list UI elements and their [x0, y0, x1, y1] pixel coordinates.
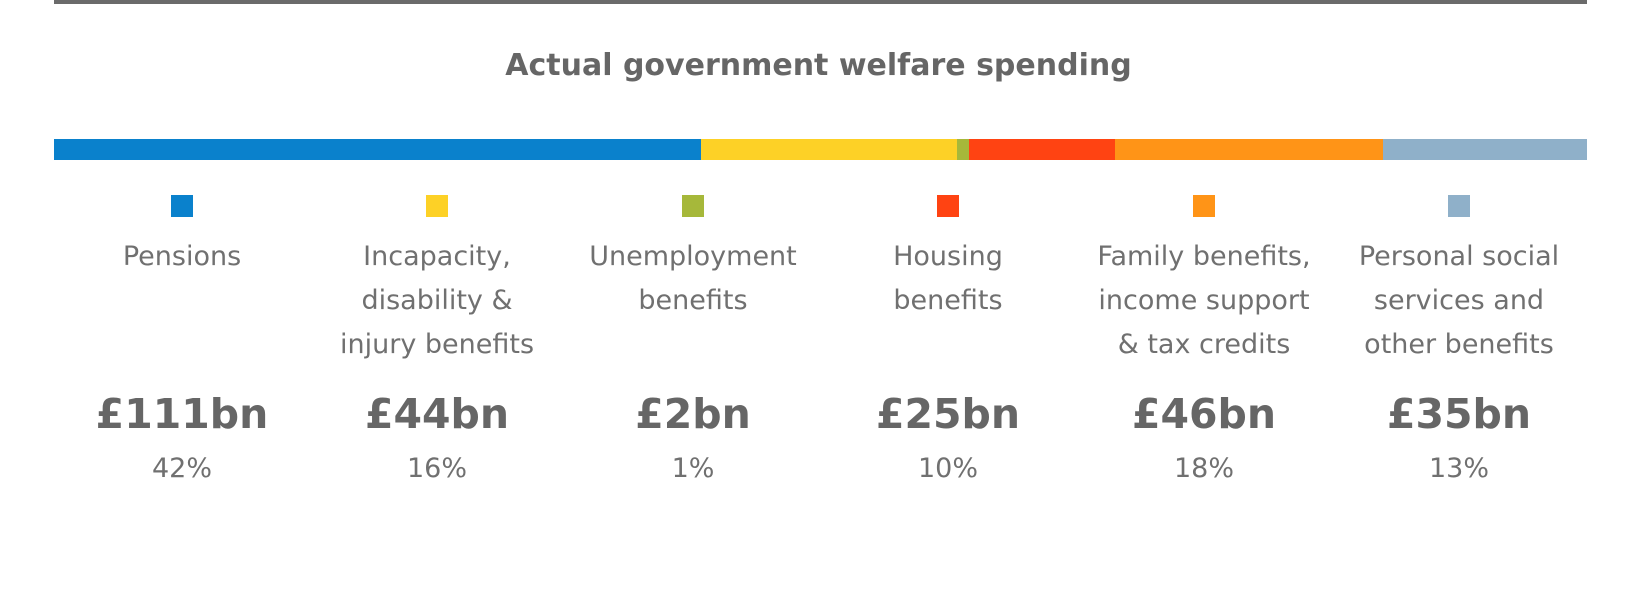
category-column-1: Incapacity, disability & injury benefits £4…: [309, 195, 565, 489]
legend-swatch-2: [682, 195, 704, 217]
legend-swatch-3: [937, 195, 959, 217]
category-label-line: Unemployment: [589, 241, 797, 272]
category-label-line: income support: [1098, 285, 1310, 316]
category-label-line: Incapacity,: [363, 241, 511, 272]
value-label-5: £35bn: [1386, 390, 1532, 438]
category-label-line: other benefits: [1364, 329, 1554, 360]
value-label-4: £46bn: [1131, 390, 1277, 438]
bar-segment-5: [1382, 139, 1587, 160]
value-label-0: £111bn: [95, 390, 269, 438]
category-column-2: Unemployment benefits £2bn 1%: [565, 195, 821, 489]
category-label-line: injury benefits: [339, 329, 535, 360]
category-label-line: benefits: [893, 285, 1003, 316]
bar-segment-2: [957, 139, 970, 160]
legend-swatch-1: [426, 195, 448, 217]
category-label-1: Incapacity, disability & injury benefits: [309, 235, 565, 367]
stacked-spending-bar: [54, 139, 1587, 160]
chart-title: Actual government welfare spending: [505, 48, 1132, 83]
category-label-line: disability &: [361, 285, 513, 316]
percent-label-2: 1%: [671, 453, 715, 484]
category-column-4: Family benefits, income support & tax cred…: [1076, 195, 1332, 489]
legend-swatch-4: [1193, 195, 1215, 217]
category-label-5: Personal social services and other benefit…: [1331, 235, 1587, 367]
bar-segment-3: [969, 139, 1115, 160]
category-label-2: Unemployment benefits: [565, 235, 821, 367]
percent-label-0: 42%: [151, 453, 212, 484]
legend-swatch-5: [1448, 195, 1470, 217]
top-rule: [54, 0, 1587, 4]
percent-label-1: 16%: [406, 453, 467, 484]
percent-label-5: 13%: [1428, 453, 1489, 484]
value-label-3: £25bn: [875, 390, 1021, 438]
category-column-5: Personal social services and other benefit…: [1331, 195, 1587, 489]
category-label-0: Pensions: [54, 235, 310, 367]
category-label-3: Housing benefits: [820, 235, 1076, 367]
category-label-line: & tax credits: [1117, 329, 1291, 360]
category-label-line: services and: [1373, 285, 1545, 316]
category-columns: Pensions £111bn 42% Incapacity, disability &…: [54, 195, 1587, 515]
value-label-2: £2bn: [635, 390, 751, 438]
bar-segment-4: [1114, 139, 1383, 160]
category-label-line: Housing: [893, 241, 1003, 272]
category-label-line: Family benefits,: [1097, 241, 1311, 272]
category-label-4: Family benefits, income support & tax cred…: [1076, 235, 1332, 367]
category-label-line: Pensions: [122, 241, 242, 272]
bar-segment-0: [54, 139, 701, 160]
percent-label-3: 10%: [917, 453, 978, 484]
percent-label-4: 18%: [1173, 453, 1234, 484]
category-column-3: Housing benefits £25bn 10%: [820, 195, 1076, 489]
bar-segment-1: [701, 139, 958, 160]
legend-swatch-0: [171, 195, 193, 217]
category-label-line: Personal social: [1358, 241, 1560, 272]
category-column-0: Pensions £111bn 42%: [54, 195, 310, 489]
value-label-1: £44bn: [364, 390, 510, 438]
category-label-line: benefits: [638, 285, 748, 316]
